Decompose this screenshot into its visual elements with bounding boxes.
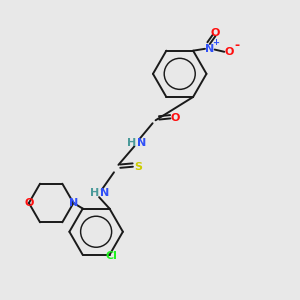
Text: +: + [212, 38, 219, 46]
Text: N: N [100, 188, 109, 199]
Text: O: O [170, 113, 180, 123]
Text: O: O [24, 198, 34, 208]
Text: N: N [137, 138, 146, 148]
Text: O: O [211, 28, 220, 38]
Text: H: H [127, 138, 136, 148]
Text: N: N [205, 44, 214, 54]
Text: -: - [234, 39, 239, 52]
Text: N: N [69, 198, 78, 208]
Text: S: S [134, 162, 142, 172]
Text: O: O [224, 47, 234, 57]
Text: H: H [90, 188, 99, 199]
Text: Cl: Cl [105, 250, 117, 261]
